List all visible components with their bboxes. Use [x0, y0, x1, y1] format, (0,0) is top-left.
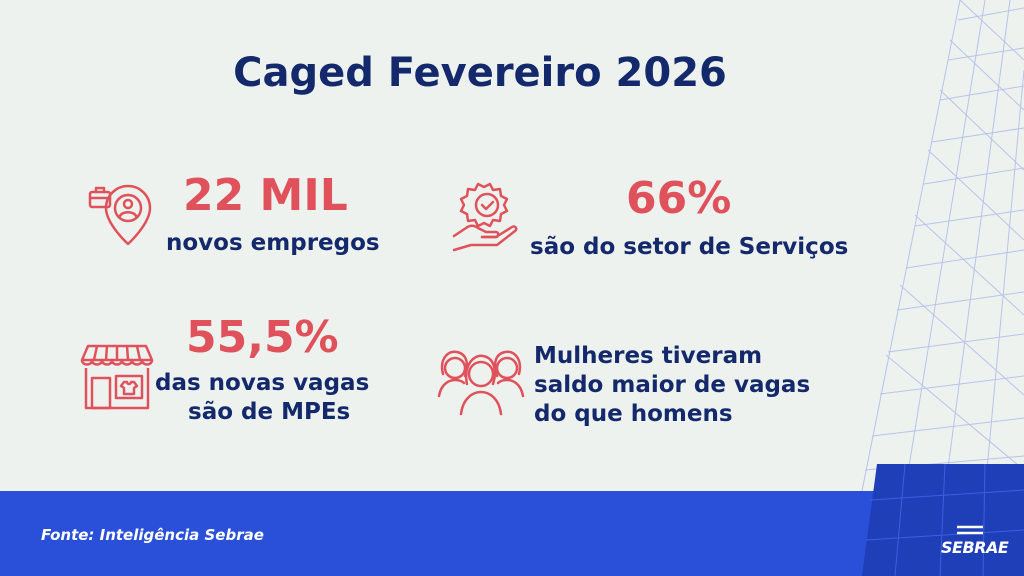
location-pin-briefcase-icon [88, 184, 152, 246]
stat-services-value: 66% [626, 173, 732, 224]
gear-check-hand-icon [452, 182, 518, 252]
sebrae-logo: SEBRAE [941, 538, 1009, 557]
stat-mpe-value: 55,5% [186, 312, 339, 363]
stat-women-caption-line1: Mulheres tiveram [534, 343, 763, 369]
page-title: Caged Fevereiro 2026 [233, 50, 727, 96]
women-group-icon [437, 350, 525, 416]
footer-bar [0, 491, 1024, 576]
stat-services-caption: são do setor de Serviços [530, 234, 849, 260]
sebrae-logo-lines [957, 525, 983, 535]
footer-source: Fonte: Inteligência Sebrae [41, 526, 264, 544]
stat-jobs-value: 22 MIL [183, 170, 348, 221]
stat-women-caption-line3: do que homens [534, 401, 733, 427]
stat-mpe-caption-line2: são de MPEs [188, 399, 351, 425]
stat-jobs-caption: novos empregos [166, 230, 380, 256]
stat-women-caption-line2: saldo maior de vagas [534, 372, 811, 398]
storefront-icon [80, 344, 154, 410]
stat-mpe-caption-line1: das novas vagas [155, 370, 370, 396]
